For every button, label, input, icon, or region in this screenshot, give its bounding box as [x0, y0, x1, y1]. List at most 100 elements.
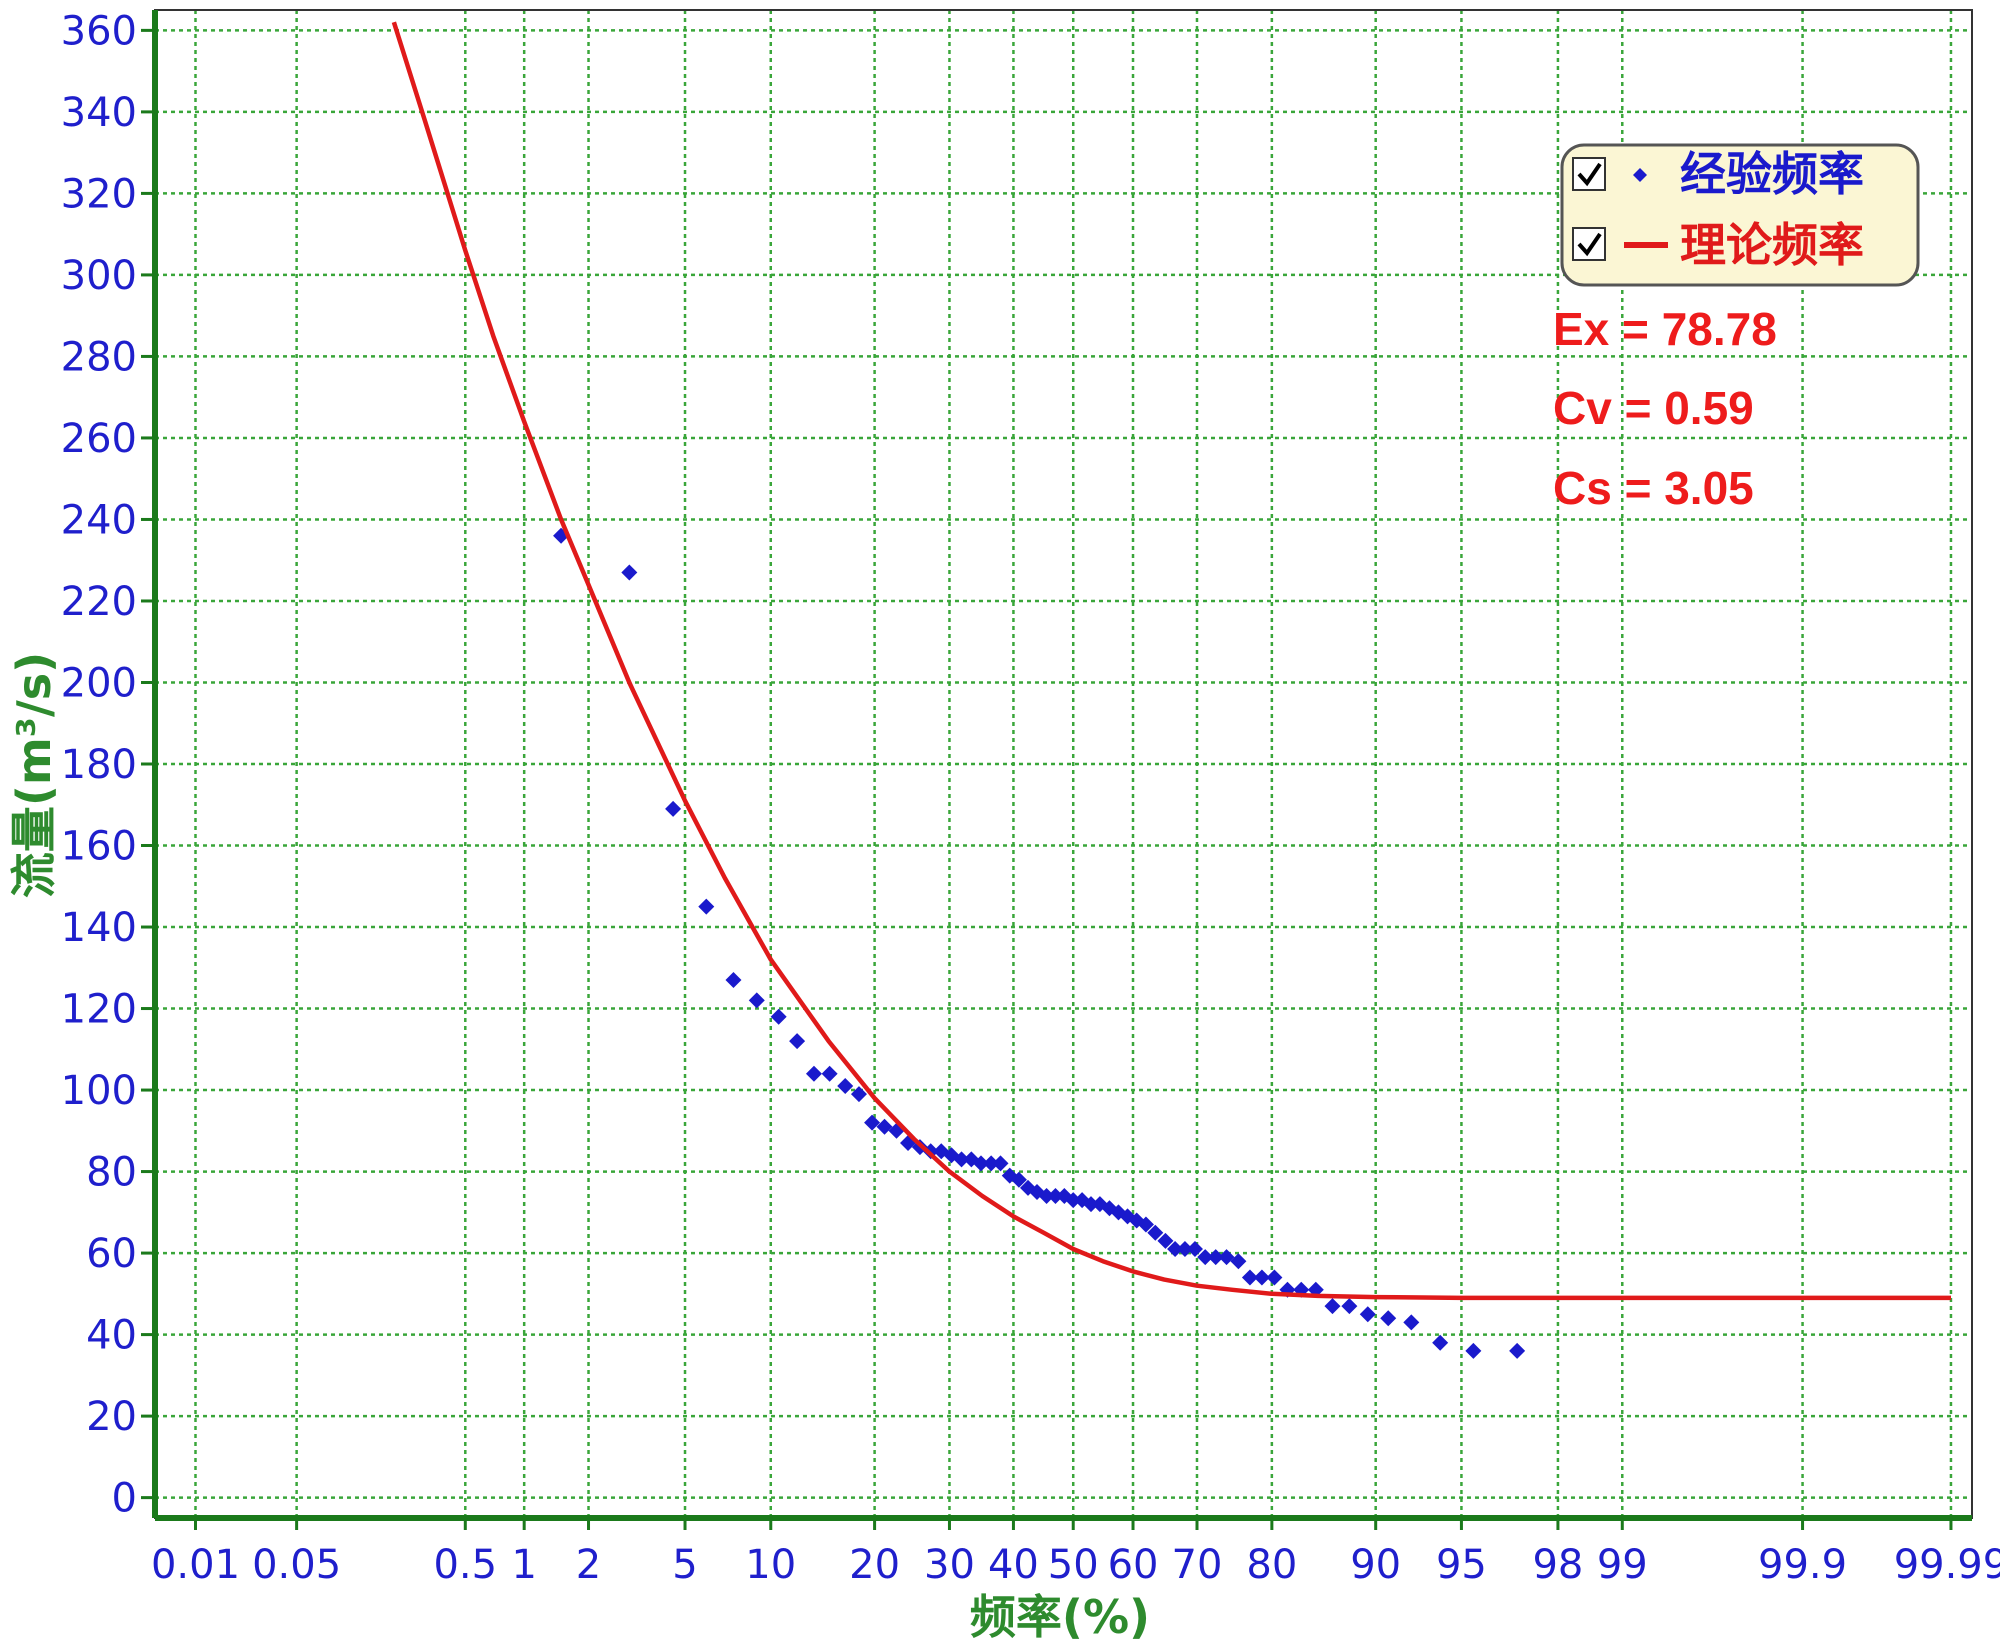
- x-tick-label: 40: [988, 1542, 1039, 1588]
- empirical-data-point: [1167, 1241, 1184, 1258]
- empirical-data-point: [953, 1151, 970, 1168]
- empirical-data-point: [789, 1033, 806, 1050]
- empirical-data-point: [876, 1118, 893, 1135]
- y-tick-label: 260: [61, 416, 137, 462]
- legend-item-empirical[interactable]: 经验频率: [1572, 147, 1864, 201]
- legend: 经验频率 理论频率: [1560, 143, 1920, 287]
- x-tick-label: 5: [672, 1542, 697, 1588]
- empirical-data-point: [1157, 1232, 1174, 1249]
- empirical-data-point: [1266, 1269, 1283, 1286]
- stat-cs: Cs = 3.05: [1553, 462, 1754, 514]
- empirical-data-point: [1465, 1342, 1482, 1359]
- y-tick-label: 40: [86, 1313, 137, 1359]
- y-axis-ticks: 0 20 40 60 80 100 120 140 160 180 200 220 240 260 280 3…: [61, 8, 155, 1522]
- empirical-data-point: [837, 1077, 854, 1094]
- y-tick-label: 100: [61, 1068, 137, 1114]
- empirical-data-point: [805, 1065, 822, 1082]
- check-icon: [1577, 162, 1602, 187]
- empirical-data-point: [1038, 1188, 1055, 1205]
- legend-checkbox-empirical[interactable]: [1572, 157, 1606, 191]
- x-tick-label: 50: [1048, 1542, 1099, 1588]
- x-tick-label: 0.5: [433, 1542, 497, 1588]
- x-tick-label: 99: [1597, 1542, 1648, 1588]
- empirical-data-point: [1082, 1196, 1099, 1213]
- empirical-data-point: [1197, 1249, 1214, 1266]
- y-tick-label: 200: [61, 660, 137, 706]
- y-tick-label: 280: [61, 334, 137, 380]
- y-tick-label: 340: [61, 90, 137, 136]
- y-tick-label: 180: [61, 742, 137, 788]
- x-tick-label: 20: [849, 1542, 900, 1588]
- x-tick-label: 98: [1532, 1542, 1583, 1588]
- legend-label-empirical: 经验频率: [1680, 147, 1864, 201]
- y-tick-label: 220: [61, 579, 137, 625]
- x-tick-label: 99.99: [1894, 1542, 2000, 1588]
- empirical-data-point: [983, 1155, 1000, 1172]
- stat-ex: Ex = 78.78: [1553, 303, 1777, 355]
- theoretical-frequency-curve: [391, 21, 1951, 1301]
- x-axis-title: 频率(%): [970, 1590, 1150, 1644]
- y-tick-label: 20: [86, 1394, 137, 1440]
- empirical-data-point: [850, 1086, 867, 1103]
- empirical-data-point: [725, 972, 742, 989]
- empirical-data-point: [1324, 1298, 1341, 1315]
- empirical-data-point: [1207, 1249, 1224, 1266]
- stat-cv: Cv = 0.59: [1553, 382, 1754, 434]
- x-tick-label: 70: [1172, 1542, 1223, 1588]
- empirical-data-point: [821, 1065, 838, 1082]
- empirical-data-point: [1432, 1334, 1449, 1351]
- y-tick-label: 300: [61, 253, 137, 299]
- empirical-data-point: [1403, 1314, 1420, 1331]
- y-tick-label: 320: [61, 171, 137, 217]
- empirical-data-point: [1047, 1188, 1064, 1205]
- x-tick-label: 99.9: [1758, 1542, 1847, 1588]
- y-tick-label: 240: [61, 497, 137, 543]
- empirical-data-point: [1341, 1298, 1358, 1315]
- empirical-data-point: [864, 1114, 881, 1131]
- legend-label-theoretical: 理论频率: [1680, 218, 1864, 272]
- empirical-data-point: [1147, 1224, 1164, 1241]
- empirical-data-point: [1137, 1216, 1154, 1233]
- empirical-data-point: [665, 800, 682, 817]
- y-axis-title: 流量(m³/s): [7, 652, 61, 898]
- y-tick-label: 360: [61, 8, 137, 54]
- empirical-data-point: [1509, 1342, 1526, 1359]
- y-tick-label: 80: [86, 1150, 137, 1196]
- empirical-data-point: [973, 1155, 990, 1172]
- y-tick-label: 140: [61, 905, 137, 951]
- x-tick-label: 30: [924, 1542, 975, 1588]
- x-tick-label: 0.05: [252, 1542, 341, 1588]
- empirical-data-point: [770, 1008, 787, 1025]
- empirical-data-point: [1253, 1269, 1270, 1286]
- diamond-marker-icon: [1633, 168, 1647, 182]
- empirical-data-point: [748, 992, 765, 1009]
- y-tick-label: 60: [86, 1231, 137, 1277]
- series: [391, 21, 1951, 1359]
- empirical-data-point: [1176, 1241, 1193, 1258]
- y-tick-label: 0: [112, 1476, 137, 1522]
- empirical-data-point: [1010, 1171, 1027, 1188]
- legend-box: [1560, 143, 1920, 287]
- x-tick-label: 10: [745, 1542, 796, 1588]
- y-tick-label: 160: [61, 824, 137, 870]
- axes: [152, 9, 1973, 1521]
- x-tick-label: 90: [1350, 1542, 1401, 1588]
- empirical-data-point: [1241, 1269, 1258, 1286]
- legend-item-theoretical[interactable]: 理论频率: [1572, 218, 1864, 272]
- legend-checkbox-theoretical[interactable]: [1572, 227, 1606, 261]
- x-tick-label: 60: [1108, 1542, 1159, 1588]
- empirical-data-point: [1065, 1192, 1082, 1209]
- check-icon: [1577, 232, 1602, 257]
- x-tick-label: 95: [1436, 1542, 1487, 1588]
- empirical-data-point: [1359, 1306, 1376, 1323]
- empirical-data-point: [1186, 1241, 1203, 1258]
- x-axis-ticks: 0.01 0.05 0.5 1 2 5 10 20 30 40 50 60 70 80 90 95 98 99 99…: [151, 1518, 2000, 1588]
- empirical-data-point: [1230, 1253, 1247, 1270]
- x-tick-label: 1: [511, 1542, 536, 1588]
- x-tick-label: 2: [576, 1542, 601, 1588]
- x-tick-label: 80: [1246, 1542, 1297, 1588]
- empirical-data-point: [992, 1155, 1009, 1172]
- x-tick-label: 0.01: [151, 1542, 240, 1588]
- empirical-data-point: [621, 564, 638, 581]
